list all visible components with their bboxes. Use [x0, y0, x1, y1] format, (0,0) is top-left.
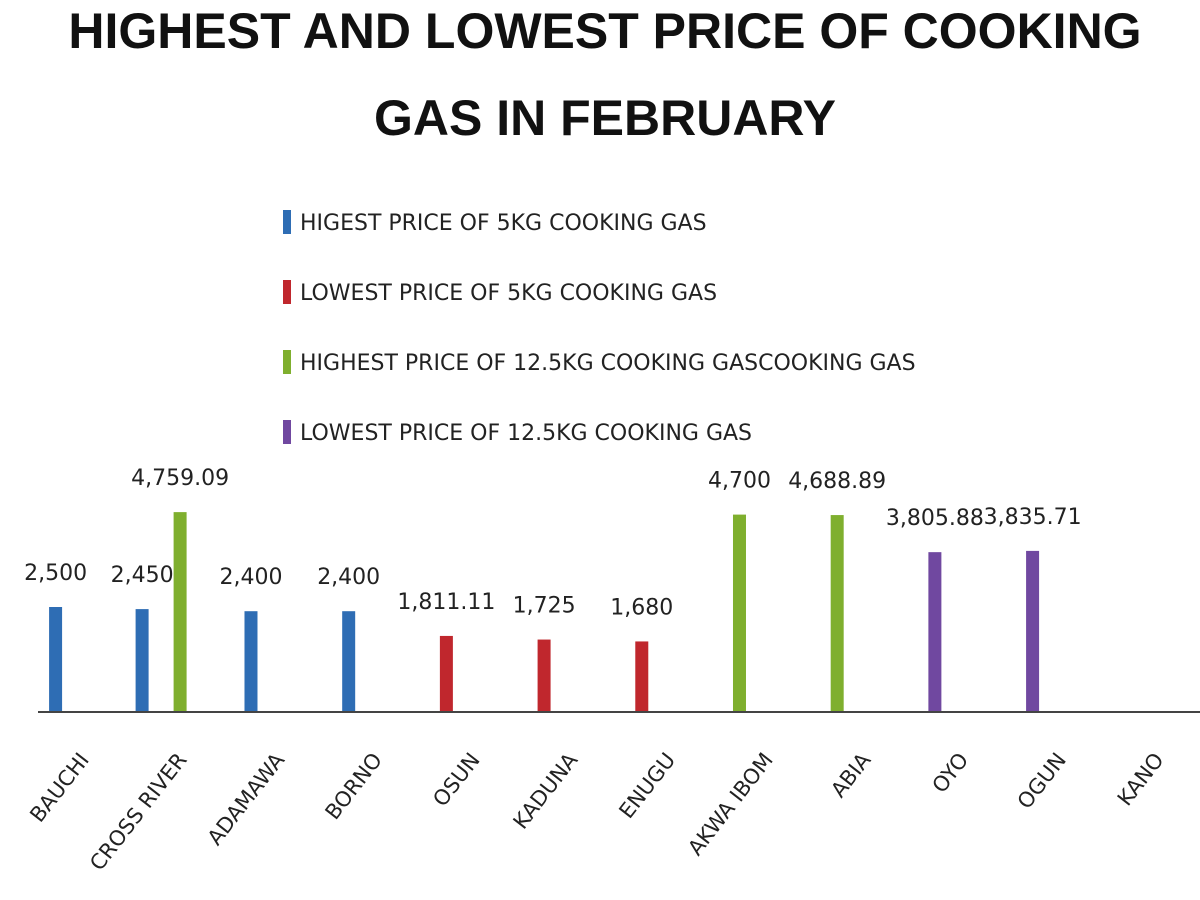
- chart-title-line-2: GAS IN FEBRUARY: [374, 90, 836, 146]
- bar-adamawa-series-1: [244, 611, 258, 712]
- legend-label-3: HIGHEST PRICE OF 12.5KG COOKING GASCOOKI…: [300, 351, 916, 376]
- data-label-enugu-series-2: 1,680: [610, 595, 673, 620]
- bar-borno-series-1: [342, 611, 356, 712]
- data-label-akwa-ibom-series-3: 4,700: [708, 469, 771, 494]
- x-tick-label-enugu: ENUGU: [614, 748, 680, 823]
- data-label-oyo-series-4: 3,805.88: [886, 506, 984, 531]
- data-label-kaduna-series-2: 1,725: [513, 594, 576, 619]
- data-label-bauchi-series-1: 2,500: [24, 561, 87, 586]
- bar-osun-series-2: [439, 635, 453, 712]
- bar-akwa-ibom-series-3: [732, 514, 746, 712]
- chart-title: HIGHEST AND LOWEST PRICE OF COOKING GAS I…: [68, 3, 1141, 146]
- x-tick-label-abia: ABIA: [826, 748, 876, 802]
- chart-legend: HIGEST PRICE OF 5KG COOKING GAS LOWEST PR…: [283, 210, 916, 446]
- legend-label-1: HIGEST PRICE OF 5KG COOKING GAS: [300, 211, 707, 236]
- legend-swatch-3: [283, 350, 291, 374]
- data-label-cross-river-series-3: 4,759.09: [131, 466, 229, 491]
- bar-enugu-series-2: [635, 641, 649, 712]
- data-label-cross-river-series-1: 2,450: [111, 563, 174, 588]
- legend-swatch-4: [283, 420, 291, 444]
- chart-title-line-1: HIGHEST AND LOWEST PRICE OF COOKING: [68, 3, 1141, 59]
- x-tick-label-kaduna: KADUNA: [508, 748, 582, 834]
- chart-bars: [49, 512, 1040, 712]
- data-label-borno-series-1: 2,400: [317, 565, 380, 590]
- bar-bauchi-series-1: [49, 607, 63, 712]
- x-tick-label-osun: OSUN: [428, 748, 484, 811]
- legend-label-2: LOWEST PRICE OF 5KG COOKING GAS: [300, 281, 717, 306]
- data-label-adamawa-series-1: 2,400: [219, 565, 282, 590]
- chart-data-labels: 2,500 2,450 4,759.09 2,400 2,400 1,811.11 1,72…: [24, 466, 1081, 620]
- x-tick-label-borno: BORNO: [320, 748, 387, 824]
- bar-kaduna-series-2: [537, 639, 551, 712]
- legend-swatch-2: [283, 280, 291, 304]
- x-tick-label-cross-river: CROSS RIVER: [85, 748, 191, 875]
- x-tick-label-akwa-ibom: AKWA IBOM: [683, 748, 778, 860]
- data-label-ogun-series-4: 3,835.71: [984, 505, 1082, 530]
- bar-cross-river-series-1: [135, 609, 149, 712]
- x-tick-label-ogun: OGUN: [1013, 748, 1071, 813]
- x-tick-label-oyo: OYO: [927, 748, 973, 797]
- bar-abia-series-3: [830, 515, 844, 712]
- bar-ogun-series-4: [1026, 550, 1040, 712]
- data-label-abia-series-3: 4,688.89: [788, 469, 886, 494]
- legend-label-4: LOWEST PRICE OF 12.5KG COOKING GAS: [300, 421, 752, 446]
- data-label-osun-series-2: 1,811.11: [397, 590, 495, 615]
- x-tick-label-kano: KANO: [1113, 748, 1169, 810]
- bar-cross-river-series-3: [173, 512, 187, 712]
- x-tick-label-adamawa: ADAMAWA: [203, 748, 290, 850]
- x-tick-label-bauchi: BAUCHI: [25, 748, 94, 826]
- legend-swatch-1: [283, 210, 291, 234]
- bar-oyo-series-4: [928, 552, 942, 712]
